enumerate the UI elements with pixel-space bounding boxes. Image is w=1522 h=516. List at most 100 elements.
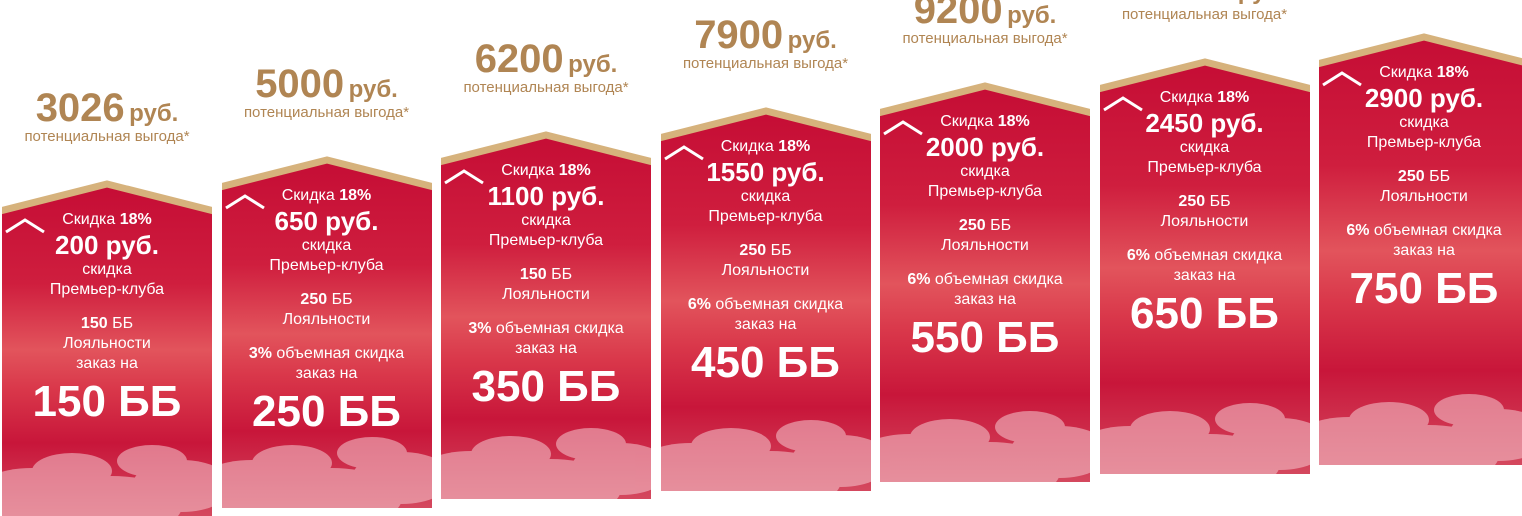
order-amount: 250 ББ bbox=[252, 386, 401, 436]
club-line: Премьер-клуба bbox=[1366, 134, 1482, 151]
savings-line: 3026 руб. bbox=[0, 88, 227, 128]
savings-heading: 5000 руб. потенциальная выгода* bbox=[207, 64, 447, 122]
loyalty-unit: ББ bbox=[770, 241, 792, 259]
club-amount: 650 руб. bbox=[274, 205, 379, 236]
club-line: скидка bbox=[740, 187, 791, 205]
loyalty-unit: ББ bbox=[1429, 168, 1451, 185]
order-amount: 350 ББ bbox=[471, 362, 621, 411]
club-amount: 2000 руб. bbox=[925, 132, 1045, 162]
club-line: скидка bbox=[521, 212, 571, 229]
volume-line: 6% объемная скидка bbox=[688, 295, 843, 315]
loyalty-label: Лояльности bbox=[282, 310, 371, 328]
volume-pct: 6% bbox=[687, 295, 711, 313]
card-shape bbox=[880, 82, 1090, 482]
club-line: Премьер-клуба bbox=[49, 281, 165, 298]
discount-pct: 18% bbox=[1217, 88, 1250, 106]
savings-unit: руб. bbox=[348, 75, 398, 103]
price-card: Скидка 18% 1100 руб. скидка Премьер-клуба 15… bbox=[441, 131, 651, 499]
price-card: Скидка 18% 650 руб. скидка Премьер-клуба 250… bbox=[221, 155, 432, 508]
loyalty-line: 250 ББ bbox=[959, 216, 1011, 236]
club-line: скидка bbox=[1179, 138, 1230, 156]
savings-line: 5000 руб. bbox=[207, 64, 447, 104]
savings-unit: руб. bbox=[129, 100, 179, 127]
club-line: скидка bbox=[301, 236, 352, 254]
savings-heading: 6200 руб. потенциальная выгода* bbox=[426, 39, 666, 97]
card-content: Скидка 18% 1100 руб. скидка Премьер-клуба 15… bbox=[441, 161, 651, 411]
loyalty-unit: ББ bbox=[331, 290, 353, 308]
savings-heading: 7900 руб. потенциальная выгода* bbox=[646, 15, 886, 73]
club-line: Премьер-клуба bbox=[488, 232, 604, 249]
order-amount: 450 ББ bbox=[691, 337, 840, 387]
loyalty-unit: ББ bbox=[551, 266, 573, 283]
discount-line: Скидка 18% bbox=[282, 186, 372, 206]
club-line: Премьер-клуба bbox=[1147, 158, 1262, 176]
order-label: заказ на bbox=[734, 315, 797, 333]
savings-amount: 9200 bbox=[913, 0, 1003, 32]
volume-line: 3% объемная скидка bbox=[249, 344, 404, 364]
discount-line: Скидка 18% bbox=[501, 161, 591, 181]
card-shape bbox=[221, 155, 432, 508]
volume-pct: 3% bbox=[248, 344, 272, 362]
loyalty-unit: ББ bbox=[990, 217, 1012, 234]
card-content: Скидка 18% 200 руб. скидка Премьер-клуба 150… bbox=[2, 210, 212, 426]
volume-pct: 6% bbox=[907, 271, 931, 288]
discount-pct: 18% bbox=[1436, 64, 1469, 81]
price-card: Скидка 18% 200 руб. скидка Премьер-клуба 150… bbox=[2, 180, 212, 516]
arrow-icon bbox=[5, 218, 45, 234]
loyalty-amount: 250 bbox=[1397, 168, 1425, 185]
order-amount: 150 ББ bbox=[32, 377, 182, 426]
card-shape bbox=[441, 131, 651, 499]
discount-line: Скидка 18% bbox=[62, 210, 152, 230]
discount-pct: 18% bbox=[997, 113, 1030, 130]
club-line: Премьер-клуба bbox=[708, 207, 823, 225]
arrow-icon bbox=[1102, 95, 1143, 111]
card-content: Скидка 18% 1550 руб. скидка Премьер-клуба 25… bbox=[661, 137, 871, 387]
card-shape bbox=[2, 180, 212, 516]
loyalty-amount: 250 bbox=[1178, 192, 1206, 210]
card-content: Скидка 18% 650 руб. скидка Премьер-клуба 250… bbox=[222, 186, 432, 436]
savings-amount: 6200 bbox=[474, 37, 564, 81]
loyalty-label: Лояльности bbox=[1160, 212, 1249, 230]
loyalty-amount: 250 bbox=[300, 290, 328, 308]
loyalty-line: 150 ББ bbox=[81, 314, 133, 334]
volume-line: 6% объемная скидка bbox=[907, 270, 1062, 290]
discount-label: Скидка bbox=[720, 137, 774, 155]
volume-label: объемная скидка bbox=[934, 271, 1063, 288]
volume-line: 6% объемная скидка bbox=[1127, 246, 1282, 266]
club-amount: 2900 руб. bbox=[1364, 83, 1484, 113]
savings-heading: 10000 руб.потенциальная выгода* bbox=[1085, 0, 1325, 24]
discount-label: Скидка bbox=[501, 162, 555, 179]
loyalty-label: Лояльности bbox=[502, 286, 590, 303]
discount-label: Скидка bbox=[62, 211, 116, 228]
club-line: скидка bbox=[960, 163, 1010, 180]
order-label: заказ на bbox=[1393, 242, 1455, 259]
arrow-icon bbox=[883, 120, 923, 136]
volume-pct: 3% bbox=[468, 320, 492, 337]
discount-line: Скидка 18% bbox=[721, 137, 811, 157]
volume-line: 6% объемная скидка bbox=[1346, 221, 1501, 241]
order-amount: 550 ББ bbox=[910, 313, 1060, 362]
savings-amount: 3026 bbox=[35, 86, 125, 130]
volume-line: 3% объемная скидка bbox=[468, 319, 623, 339]
savings-line: 7900 руб. bbox=[646, 15, 886, 55]
arrow-icon bbox=[663, 144, 704, 160]
loyalty-amount: 150 bbox=[80, 315, 108, 332]
savings-amount: 10000 bbox=[1122, 0, 1233, 8]
club-amount: 1550 руб. bbox=[706, 156, 825, 187]
arrow-icon bbox=[444, 169, 484, 185]
order-amount: 750 ББ bbox=[1349, 264, 1499, 313]
loyalty-label: Лояльности bbox=[941, 237, 1029, 254]
arrow-icon bbox=[224, 193, 265, 209]
loyalty-unit: ББ bbox=[112, 315, 134, 332]
card-shape bbox=[660, 106, 871, 491]
price-card: Скидка 18% 1550 руб. скидка Премьер-клуба 25… bbox=[660, 106, 871, 491]
savings-note: потенциальная выгода* bbox=[682, 54, 849, 72]
card-content: Скидка 18% 2000 руб. скидка Премьер-клуба 25… bbox=[880, 112, 1090, 362]
savings-line: 9200 руб. bbox=[865, 0, 1105, 30]
order-amount: 650 ББ bbox=[1130, 288, 1279, 338]
club-line: Премьер-клуба bbox=[269, 256, 384, 274]
discount-label: Скидка bbox=[281, 186, 335, 204]
discount-line: Скидка 18% bbox=[1379, 63, 1469, 83]
volume-pct: 6% bbox=[1126, 246, 1150, 264]
